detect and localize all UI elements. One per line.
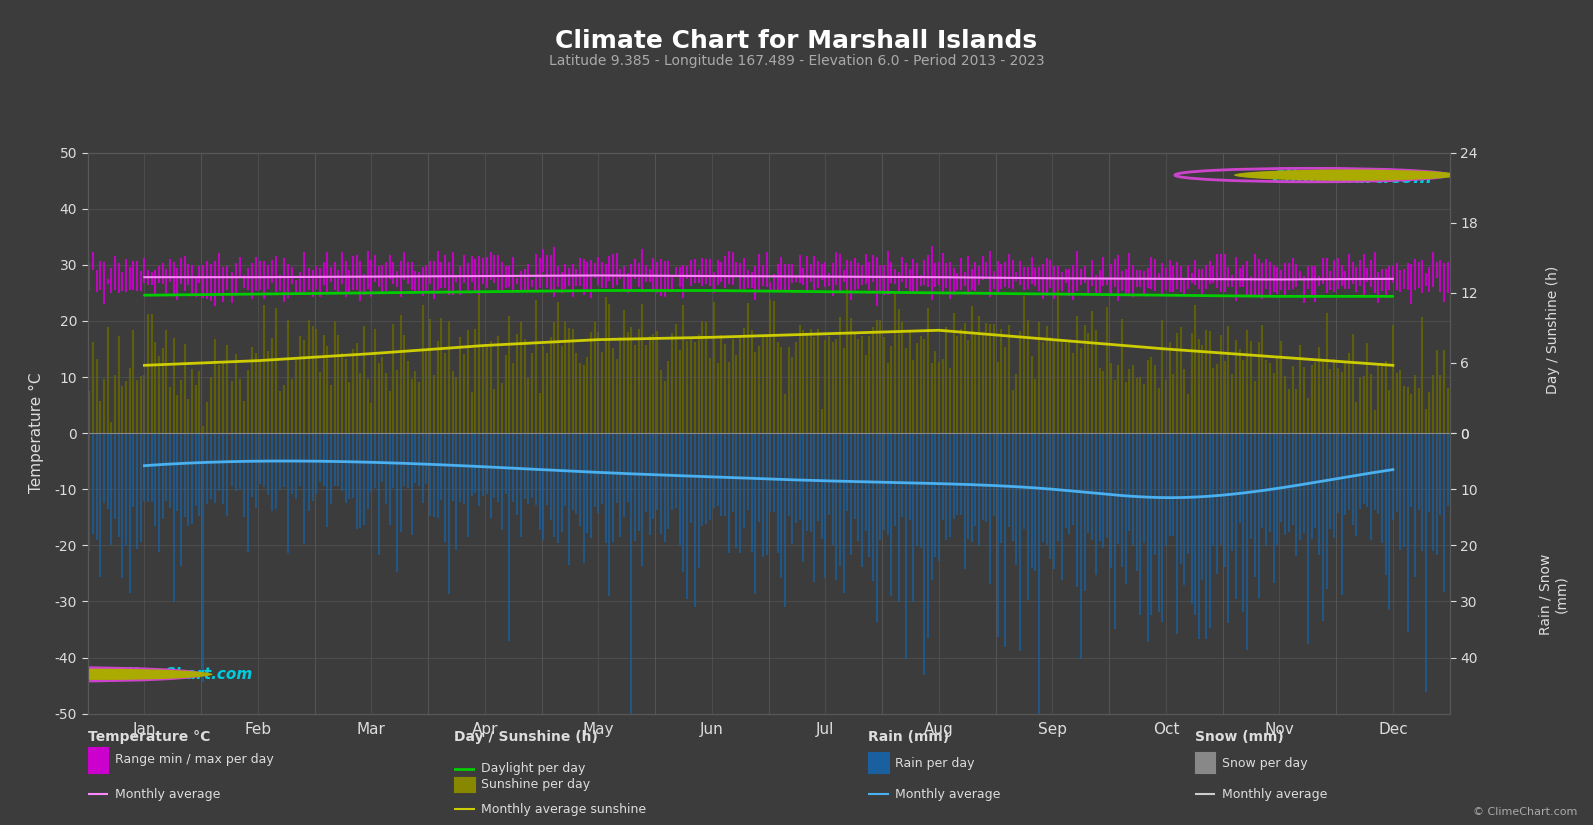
Y-axis label: Temperature °C: Temperature °C [29,373,43,493]
Text: Climate Chart for Marshall Islands: Climate Chart for Marshall Islands [556,29,1037,53]
Text: Monthly average sunshine: Monthly average sunshine [481,803,647,816]
Text: Snow (mm): Snow (mm) [1195,730,1284,744]
Text: Rain per day: Rain per day [895,757,975,770]
Text: Monthly average: Monthly average [895,788,1000,801]
Text: Day / Sunshine (h): Day / Sunshine (h) [454,730,597,744]
Text: Monthly average: Monthly average [1222,788,1327,801]
Text: Latitude 9.385 - Longitude 167.489 - Elevation 6.0 - Period 2013 - 2023: Latitude 9.385 - Longitude 167.489 - Ele… [548,54,1045,68]
Text: ClimeChart.com: ClimeChart.com [116,667,252,681]
Text: Temperature °C: Temperature °C [88,730,210,744]
Text: ClimeChart.com: ClimeChart.com [1271,169,1432,187]
Text: Monthly average: Monthly average [115,788,220,801]
Circle shape [1235,169,1461,181]
Text: Rain / Snow
(mm): Rain / Snow (mm) [1539,554,1568,634]
Text: Rain (mm): Rain (mm) [868,730,949,744]
Text: Sunshine per day: Sunshine per day [481,778,591,791]
Text: Snow per day: Snow per day [1222,757,1308,770]
Text: © ClimeChart.com: © ClimeChart.com [1472,807,1577,817]
Text: Daylight per day: Daylight per day [481,762,586,776]
Text: Day / Sunshine (h): Day / Sunshine (h) [1547,266,1560,394]
Text: Range min / max per day: Range min / max per day [115,753,274,766]
Circle shape [0,669,212,680]
